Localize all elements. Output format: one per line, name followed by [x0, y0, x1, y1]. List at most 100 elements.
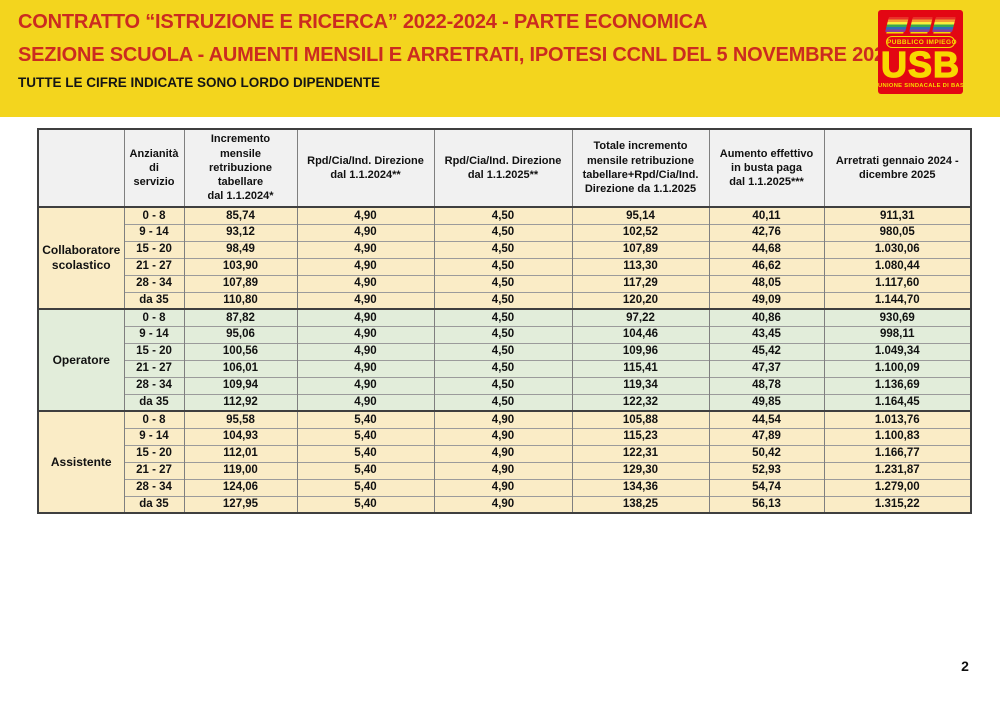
page-number: 2: [961, 658, 969, 674]
value-cell: 127,95: [183, 495, 298, 513]
value-cell: 1.164,45: [823, 393, 972, 411]
value-cell: 122,32: [571, 393, 710, 411]
table-header: Anzianità di servizio Incremento mensile …: [37, 128, 972, 208]
value-cell: 42,76: [708, 223, 825, 241]
value-cell: 4,90: [433, 478, 573, 496]
value-cell: 48,78: [708, 376, 825, 394]
seniority-cell: 9 - 14: [123, 223, 185, 241]
column-header-6: Aumento effettivo in busta paga dal 1.1.…: [708, 128, 825, 208]
table-row: 21 - 27 106,01 4,90 4,50 115,41 47,37 1.100,09: [38, 359, 972, 377]
value-cell: 5,40: [296, 478, 435, 496]
value-cell: 113,30: [571, 257, 710, 275]
flag-icon: [932, 17, 956, 32]
value-cell: 104,93: [183, 427, 298, 445]
value-cell: 115,41: [571, 359, 710, 377]
seniority-cell: 28 - 34: [123, 274, 185, 292]
logo-org-name: UNIONE SINDACALE DI BASE: [878, 82, 963, 89]
value-cell: 50,42: [708, 444, 825, 462]
value-cell: 1.231,87: [823, 461, 972, 479]
title-line-2: SEZIONE SCUOLA - AUMENTI MENSILI E ARRET…: [18, 44, 896, 66]
value-cell: 4,50: [433, 274, 573, 292]
table-row: 9 - 14 93,12 4,90 4,50 102,52 42,76 980,05: [38, 223, 972, 241]
table-row: 28 - 34 124,06 5,40 4,90 134,36 54,74 1.279,00: [38, 478, 972, 496]
value-cell: 102,52: [571, 223, 710, 241]
value-cell: 4,90: [296, 291, 435, 309]
table-row: da 35 110,80 4,90 4,50 120,20 49,09 1.144,70: [38, 291, 972, 309]
column-header-2: Incremento mensile retribuzione tabellar…: [183, 128, 298, 208]
salary-table: Anzianità di servizio Incremento mensile …: [37, 128, 972, 514]
subtitle-line: TUTTE LE CIFRE INDICATE SONO LORDO DIPEN…: [18, 75, 381, 90]
table-row: 15 - 20 98,49 4,90 4,50 107,89 44,68 1.030,06: [38, 240, 972, 258]
value-cell: 112,92: [183, 393, 298, 411]
table-row: 21 - 27 119,00 5,40 4,90 129,30 52,93 1.231,87: [38, 461, 972, 479]
seniority-cell: 28 - 34: [123, 478, 185, 496]
logo-acronym: USB: [880, 43, 960, 85]
role-cell-2: Assistente: [37, 410, 125, 513]
table-row: 9 - 14 95,06 4,90 4,50 104,46 43,45 998,11: [38, 325, 972, 343]
value-cell: 95,14: [571, 206, 710, 224]
value-cell: 4,90: [296, 359, 435, 377]
seniority-cell: 0 - 8: [123, 308, 185, 326]
value-cell: 930,69: [823, 308, 972, 326]
table-row: da 35 112,92 4,90 4,50 122,32 49,85 1.164,45: [38, 393, 972, 411]
value-cell: 46,62: [708, 257, 825, 275]
seniority-cell: 28 - 34: [123, 376, 185, 394]
seniority-cell: 0 - 8: [123, 410, 185, 428]
value-cell: 47,37: [708, 359, 825, 377]
value-cell: 93,12: [183, 223, 298, 241]
seniority-cell: 0 - 8: [123, 206, 185, 224]
value-cell: 122,31: [571, 444, 710, 462]
value-cell: 4,90: [296, 393, 435, 411]
value-cell: 103,90: [183, 257, 298, 275]
value-cell: 4,90: [296, 257, 435, 275]
value-cell: 85,74: [183, 206, 298, 224]
value-cell: 120,20: [571, 291, 710, 309]
value-cell: 1.080,44: [823, 257, 972, 275]
salary-table-container: Anzianità di servizio Incremento mensile …: [37, 128, 972, 514]
table-row: Assistente 0 - 8 95,58 5,40 4,90 105,88 44,54 1…: [37, 410, 972, 513]
value-cell: 4,90: [296, 308, 435, 326]
table-row: Collaboratore scolastico 0 - 8 85,74 4,90 4,…: [37, 206, 972, 309]
seniority-cell: 15 - 20: [123, 240, 185, 258]
value-cell: 52,93: [708, 461, 825, 479]
table-row: 15 - 20 100,56 4,90 4,50 109,96 45,42 1.049,34: [38, 342, 972, 360]
value-cell: 4,90: [433, 444, 573, 462]
usb-logo: PUBBLICO IMPIEGO USB UNIONE SINDACALE DI…: [878, 10, 963, 94]
value-cell: 1.136,69: [823, 376, 972, 394]
value-cell: 4,50: [433, 359, 573, 377]
value-cell: 134,36: [571, 478, 710, 496]
value-cell: 119,34: [571, 376, 710, 394]
value-cell: 1.030,06: [823, 240, 972, 258]
column-header-4: Rpd/Cia/Ind. Direzione dal 1.1.2025**: [433, 128, 573, 208]
flag-icon: [885, 17, 909, 32]
role-cell-0: Collaboratore scolastico: [37, 206, 125, 309]
value-cell: 4,50: [433, 376, 573, 394]
value-cell: 4,50: [433, 325, 573, 343]
value-cell: 4,50: [433, 308, 573, 326]
value-cell: 107,89: [571, 240, 710, 258]
value-cell: 105,88: [571, 410, 710, 428]
logo-sector-label: PUBBLICO IMPIEGO: [886, 36, 957, 48]
table-row: 9 - 14 104,93 5,40 4,90 115,23 47,89 1.100,83: [38, 427, 972, 445]
column-header-5: Totale incremento mensile retribuzione t…: [571, 128, 710, 208]
value-cell: 980,05: [823, 223, 972, 241]
table-row: da 35 127,95 5,40 4,90 138,25 56,13 1.315,22: [38, 495, 972, 513]
value-cell: 4,90: [296, 274, 435, 292]
value-cell: 44,54: [708, 410, 825, 428]
value-cell: 1.049,34: [823, 342, 972, 360]
value-cell: 117,29: [571, 274, 710, 292]
value-cell: 4,90: [433, 461, 573, 479]
value-cell: 4,50: [433, 240, 573, 258]
seniority-cell: 9 - 14: [123, 427, 185, 445]
value-cell: 4,90: [433, 410, 573, 428]
value-cell: 4,50: [433, 291, 573, 309]
value-cell: 104,46: [571, 325, 710, 343]
value-cell: 5,40: [296, 444, 435, 462]
value-cell: 97,22: [571, 308, 710, 326]
value-cell: 129,30: [571, 461, 710, 479]
value-cell: 44,68: [708, 240, 825, 258]
value-cell: 4,50: [433, 393, 573, 411]
value-cell: 43,45: [708, 325, 825, 343]
seniority-cell: 15 - 20: [123, 444, 185, 462]
